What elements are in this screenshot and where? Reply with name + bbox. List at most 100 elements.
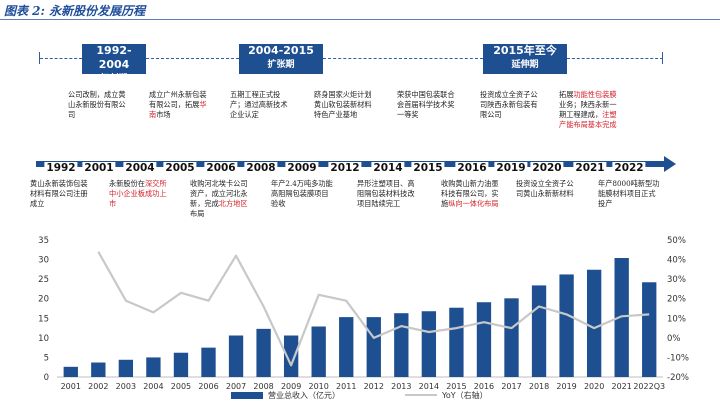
x-tick-label: 2004 <box>143 382 163 391</box>
timeline-year: 2005 <box>163 162 197 174</box>
x-tick-label: 2006 <box>198 382 218 391</box>
revenue-chart: 0 5 10 15 20 25 30 35 -20% -10% 0% 10% 20% 30% 40% 50% 2… <box>38 236 689 400</box>
phase-divider-line <box>146 58 239 59</box>
left-axis-tick-label: 5 <box>44 353 49 363</box>
timeline-year: 2014 <box>371 162 405 174</box>
event-text: 永新股份在 <box>109 179 145 188</box>
revenue-bar <box>476 302 492 377</box>
x-tick-label: 2020 <box>584 382 604 391</box>
yoy-line <box>97 251 650 367</box>
legend-label-yoy: YoY（右轴） <box>441 390 488 400</box>
x-tick-label: 2013 <box>391 382 411 391</box>
x-tick-label: 2010 <box>309 382 329 391</box>
left-axis-tick-label: 35 <box>38 236 49 246</box>
phase-divider-line <box>323 58 483 59</box>
left-axis-tick-label: 30 <box>38 256 49 266</box>
timeline-year: 2004 <box>123 162 157 174</box>
event-text: 成立广州永新包装有限公司，拓展 <box>149 90 207 109</box>
x-tick-label: 2005 <box>171 382 191 391</box>
phase-years: 1992-2004 <box>96 44 132 71</box>
left-axis-tick-label: 10 <box>38 334 49 344</box>
event-note-top: 公司改制，成立黄山永新股份有限公司 <box>68 90 126 119</box>
title-divider <box>0 19 720 20</box>
event-note-top: 成立广州永新包装有限公司，拓展华南市场 <box>149 90 211 120</box>
timeline-year: 2009 <box>285 162 319 174</box>
right-axis-tick-label: -10% <box>667 353 689 363</box>
event-note-bottom: 收购黄山新力油墨科技有限公司，实施纵向一体化布局 <box>441 179 503 209</box>
x-tick-label: 2014 <box>419 382 439 391</box>
event-note-top: 投资成立全资子公司陕西永新包装有限公司 <box>480 90 538 119</box>
right-axis-tick-label: 10% <box>667 314 686 324</box>
revenue-bar <box>504 298 519 377</box>
event-note-top: 荣获中国包装联合会首届科学技术奖一等奖 <box>397 90 455 119</box>
event-note-top: 拓展功能性包装膜业务；陕西永新一期工程建成，注塑产能布局基本完成 <box>559 90 621 130</box>
revenue-bar <box>586 269 602 377</box>
event-highlight-text: 深交所中小企业板成功上市 <box>109 179 167 208</box>
x-tick-label: 2018 <box>529 382 549 391</box>
left-axis-tick-label: 15 <box>38 314 49 324</box>
event-text: 收购黄山新力油墨科技有限公司，实施 <box>441 179 499 208</box>
timeline-year: 2019 <box>494 162 528 174</box>
timeline-arrow <box>664 156 676 172</box>
event-note-bottom: 年产8000吨新型功能膜材料项目正式投产 <box>598 179 660 208</box>
x-tick-label: 2008 <box>253 382 273 391</box>
phase-bracket <box>39 52 40 64</box>
x-tick-label: 2003 <box>116 382 136 391</box>
event-highlight-text: 纵向一体化布局 <box>448 199 499 208</box>
revenue-bar <box>201 347 216 377</box>
phase-name: 延伸期 <box>511 60 539 70</box>
timeline-year: 2008 <box>244 162 278 174</box>
event-highlight-text: 注塑产能布局基本完成 <box>559 110 617 129</box>
event-text: 拓展 <box>559 90 574 99</box>
phase-box-expansion: 2004-2015 扩张期 <box>239 44 323 74</box>
phase-years: 2004-2015 <box>248 44 314 57</box>
phase-bracket <box>662 52 663 64</box>
timeline-year: 2021 <box>573 162 607 174</box>
event-note-bottom: 收购河北埃卡公司资产，成立河北永新，完成北方地区布局 <box>190 179 252 219</box>
revenue-bar <box>146 357 161 377</box>
timeline-year: 2016 <box>455 162 489 174</box>
revenue-bar <box>531 285 547 377</box>
right-axis-tick-label: 30% <box>667 275 686 285</box>
timeline-year: 1992 <box>44 162 78 174</box>
timeline-year: 2015 <box>411 162 445 174</box>
x-tick-label: 2022Q3 <box>633 382 665 391</box>
left-axis-tick-label: 25 <box>38 275 49 285</box>
x-tick-label: 2011 <box>336 382 356 391</box>
timeline-year: 2001 <box>82 162 116 174</box>
right-axis-tick-label: 20% <box>667 295 686 305</box>
x-tick-label: 2009 <box>281 382 301 391</box>
phase-name: 初创期 <box>100 74 128 84</box>
revenue-bar <box>256 328 271 377</box>
revenue-bar <box>311 326 326 377</box>
revenue-bar <box>421 311 437 377</box>
event-highlight-text: 功能性包装膜 <box>573 90 617 99</box>
revenue-bar <box>366 317 381 377</box>
timeline-year: 2022 <box>612 162 646 174</box>
right-axis-tick-label: 50% <box>667 236 686 246</box>
timeline-year: 2020 <box>530 162 564 174</box>
revenue-bar <box>559 274 574 377</box>
event-note-bottom: 年产2.4万吨多功能高阻隔包装膜项目验收 <box>271 179 333 208</box>
revenue-bar <box>63 366 78 377</box>
x-tick-label: 2007 <box>226 382 246 391</box>
figure-title: 图表 2: 永新股份发展历程 <box>4 4 146 18</box>
x-tick-label: 2019 <box>556 382 576 391</box>
phase-box-startup: 1992-2004 初创期 <box>82 44 146 84</box>
phase-years: 2015年至今 <box>493 44 557 57</box>
event-note-bottom: 永新股份在深交所中小企业板成功上市 <box>109 179 171 209</box>
x-tick-label: 2002 <box>88 382 108 391</box>
revenue-bar <box>339 317 354 377</box>
revenue-bar <box>283 335 299 377</box>
legend-swatch-revenue <box>231 392 263 399</box>
right-axis-tick-label: -20% <box>667 373 689 383</box>
phase-divider-line <box>567 58 663 59</box>
right-axis-tick-label: 40% <box>667 256 686 266</box>
x-tick-label: 2017 <box>501 382 521 391</box>
revenue-bar <box>228 335 244 377</box>
revenue-bar <box>449 307 464 377</box>
timeline-year: 2012 <box>328 162 362 174</box>
timeline-year: 2006 <box>204 162 238 174</box>
revenue-bar <box>642 282 657 377</box>
phase-divider-line <box>40 58 82 59</box>
